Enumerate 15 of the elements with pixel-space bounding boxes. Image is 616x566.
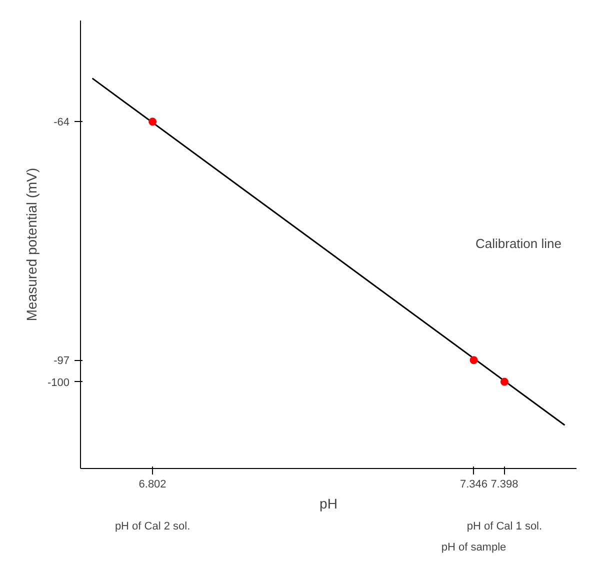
point bbox=[500, 378, 508, 386]
annotation: Calibration line bbox=[476, 236, 562, 251]
y-tick-label: -100 bbox=[47, 376, 70, 389]
x-tick-label: 6.802 bbox=[138, 478, 166, 490]
y-axis-title: Measured potential (mV) bbox=[23, 168, 40, 322]
text: pH of sample bbox=[441, 542, 506, 554]
x-axis-title: pH bbox=[320, 496, 338, 512]
x-tick-label: 7.398 bbox=[490, 478, 518, 490]
text: pH of Cal 2 sol. bbox=[114, 520, 190, 532]
point bbox=[148, 118, 157, 126]
text: pH of Cal 1 sol. bbox=[466, 520, 542, 532]
y-tick-label: -64 bbox=[54, 116, 70, 129]
x-tick-label: 7.346 bbox=[460, 478, 488, 490]
y-tick-label: -97 bbox=[54, 355, 70, 368]
point bbox=[470, 356, 478, 364]
